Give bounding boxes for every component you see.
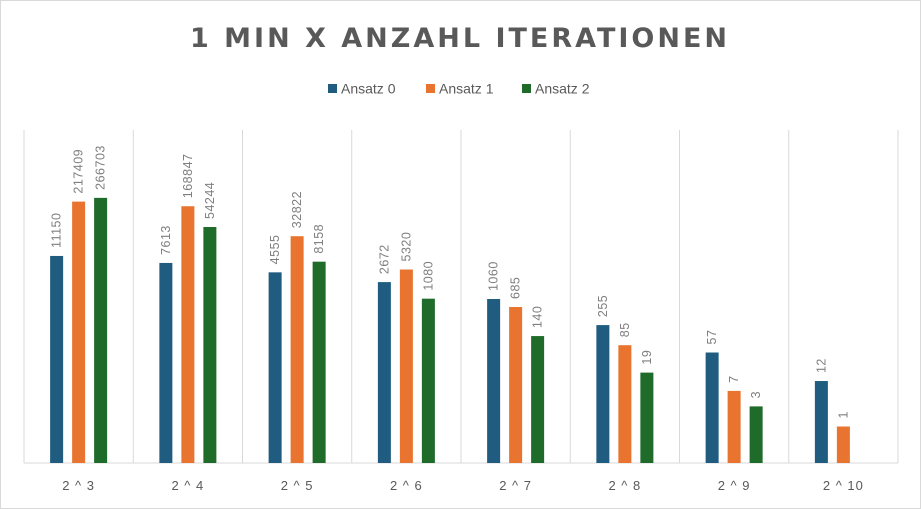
bar — [159, 262, 173, 463]
x-tick-label: 2 ^ 5 — [281, 478, 314, 493]
data-label: 217409 — [72, 149, 86, 194]
bar — [727, 390, 741, 463]
bar — [181, 206, 195, 463]
data-label: 1060 — [487, 261, 501, 291]
bar — [399, 269, 413, 463]
data-label: 85 — [618, 322, 632, 337]
data-label: 12 — [814, 358, 828, 373]
bar — [312, 261, 326, 463]
legend: Ansatz 0 Ansatz 1 Ansatz 2 — [328, 81, 590, 97]
data-label: 54244 — [203, 182, 217, 219]
data-label: 32822 — [290, 191, 304, 228]
data-label: 255 — [596, 295, 610, 317]
x-tick-label: 2 ^ 3 — [62, 478, 95, 493]
data-label: 1 — [836, 411, 850, 418]
x-tick-label: 2 ^ 6 — [390, 478, 423, 493]
chart-title: 1 MIN X ANZAHL ITERATIONEN — [190, 23, 730, 54]
data-label: 7 — [727, 375, 741, 382]
data-label: 685 — [509, 277, 523, 299]
data-label: 4555 — [268, 235, 282, 265]
data-label: 8158 — [312, 224, 326, 254]
legend-swatch — [426, 84, 435, 93]
data-label: 3 — [749, 391, 763, 398]
data-labels: 11150 217409 266703 7613 168847 54244 4555 3282… — [50, 145, 851, 418]
data-label: 2672 — [377, 244, 391, 274]
x-tick-label: 2 ^ 9 — [718, 478, 751, 493]
bar — [705, 352, 719, 463]
x-axis-ticks: 2 ^ 3 2 ^ 4 2 ^ 5 2 ^ 6 2 ^ 7 2 ^ 8 2 ^ 9 2 ^ 1… — [62, 478, 864, 493]
bar — [814, 381, 828, 463]
x-tick-label: 2 ^ 4 — [171, 478, 204, 493]
bar — [749, 406, 763, 463]
bar — [268, 272, 282, 463]
data-label: 168847 — [181, 154, 195, 199]
bar — [640, 372, 654, 463]
bar — [290, 236, 304, 463]
bar — [531, 336, 545, 463]
x-tick-label: 2 ^ 8 — [608, 478, 641, 493]
gridlines — [23, 130, 899, 464]
data-label: 11150 — [50, 213, 64, 248]
data-label: 140 — [531, 306, 545, 328]
bar — [509, 307, 523, 463]
legend-label: Ansatz 1 — [439, 81, 494, 97]
data-label: 57 — [705, 330, 719, 345]
legend-label: Ansatz 0 — [341, 81, 396, 97]
data-label: 5320 — [399, 232, 413, 262]
bar — [618, 345, 632, 463]
bar — [50, 255, 64, 463]
legend-swatch — [522, 84, 531, 93]
x-tick-label: 2 ^ 7 — [499, 478, 532, 493]
bar — [377, 282, 391, 463]
data-label: 19 — [640, 350, 654, 365]
data-label: 266703 — [94, 145, 108, 190]
bar — [72, 201, 86, 463]
bar — [836, 426, 850, 463]
legend-label: Ansatz 2 — [535, 81, 590, 97]
bar — [596, 325, 610, 463]
legend-swatch — [328, 84, 337, 93]
data-label: 1080 — [421, 261, 435, 291]
data-label: 7613 — [159, 225, 173, 255]
bar — [421, 298, 435, 463]
bars — [50, 197, 850, 463]
bar — [203, 227, 217, 463]
x-tick-label: 2 ^ 10 — [823, 478, 864, 493]
bar — [94, 197, 108, 463]
bar — [487, 299, 501, 463]
